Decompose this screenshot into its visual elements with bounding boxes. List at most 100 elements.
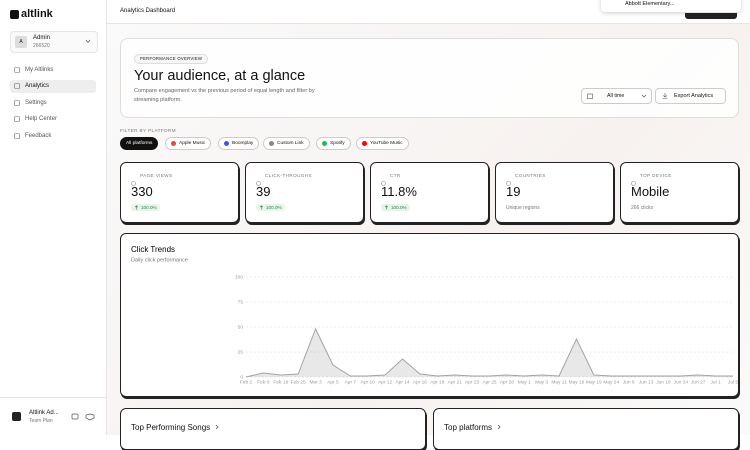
- platforms-panel[interactable]: Top platforms: [433, 408, 739, 450]
- nav-label: Feedback: [25, 132, 52, 139]
- platform-icon: [362, 141, 367, 146]
- panel-title: Top platforms: [444, 423, 502, 432]
- x-tick-label: Apr 10: [361, 379, 375, 385]
- songs-panel[interactable]: Top Performing Songs: [120, 408, 426, 450]
- chip-label: Custom Link: [277, 141, 304, 146]
- filter-chip[interactable]: Boomplay: [218, 137, 260, 150]
- filter-chip[interactable]: Spotify: [316, 137, 351, 150]
- platform-icon: [322, 141, 327, 146]
- trend-line: [245, 327, 733, 378]
- nav-item[interactable]: My Altlinks: [10, 63, 96, 76]
- overview-description: Compare engagement vs the previous perio…: [134, 88, 315, 103]
- stat-icon: [381, 173, 386, 191]
- y-tick-label: 50: [238, 324, 244, 330]
- project-name: Abbott Elementary...: [625, 1, 675, 7]
- click-trends-card: Click Trends Daily click performance 0 25…: [120, 233, 739, 397]
- divider: [0, 397, 106, 398]
- avatar: A: [15, 36, 27, 48]
- x-tick-label: Apr 18: [430, 379, 444, 385]
- stat-label: CTR: [390, 173, 401, 178]
- x-tick-label: Jul 1: [711, 379, 721, 385]
- stat-icon: [256, 173, 261, 191]
- nav-item[interactable]: Help Center: [10, 113, 96, 126]
- chip-label: Boomplay: [232, 141, 254, 146]
- chevron: [85, 39, 91, 44]
- x-tick-label: Apr 7: [345, 379, 357, 385]
- x-tick-label: Jun 6: [623, 379, 635, 385]
- x-tick-label: Apr 21: [448, 379, 462, 385]
- x-tick-label: Apr 28: [500, 379, 514, 385]
- header-button[interactable]: [685, 13, 737, 19]
- change-pill: 100.0%: [381, 204, 410, 211]
- chip-label: YouTube Music: [370, 141, 403, 146]
- stat-label: PAGE VIEWS: [140, 173, 173, 178]
- nav-label: Analytics: [25, 83, 50, 90]
- period: All time: [607, 93, 625, 99]
- account-id: 266520: [33, 43, 50, 49]
- x-tick-label: Apr 16: [413, 379, 427, 385]
- nav-item[interactable]: Feedback: [10, 129, 96, 142]
- stat-icon: [131, 173, 136, 191]
- x-tick-label: Apr 5: [327, 379, 339, 385]
- main: Analytics Dashboard Abbott Elementary...…: [107, 0, 750, 450]
- nav-label: My Altlinks: [25, 66, 54, 73]
- account-name: Admin: [33, 35, 51, 41]
- stat-label: TOP DEVICE: [640, 173, 672, 178]
- calendar-icon: [587, 93, 593, 99]
- x-tick-label: Feb 2: [240, 379, 253, 385]
- x-tick-label: Apr 23: [465, 379, 479, 385]
- filter-chip[interactable]: All platforms: [120, 137, 159, 150]
- stat-value: 330: [131, 184, 153, 199]
- project-dropdown[interactable]: Abbott Elementary...: [601, 0, 741, 12]
- up-arrow: [384, 205, 389, 210]
- filter-chip[interactable]: Custom Link: [263, 137, 310, 150]
- export-button[interactable]: Export Analytics: [655, 88, 726, 104]
- chevron: [215, 424, 219, 430]
- nav-icon: [14, 133, 20, 139]
- logo: altlink: [21, 8, 53, 20]
- x-tick-label: May 24: [603, 379, 619, 385]
- chevron: [497, 424, 501, 430]
- stat-value: 39: [256, 184, 271, 199]
- y-tick-label: 0: [240, 374, 243, 380]
- x-tick-label: May 16: [569, 379, 585, 385]
- footer-icons: [71, 413, 95, 421]
- x-tick-label: Apr 12: [378, 379, 392, 385]
- nav-label: Settings: [25, 99, 47, 106]
- y-tick-label: 25: [238, 349, 244, 355]
- x-tick-label: May 3: [535, 379, 548, 385]
- change-pill: 100.0%: [131, 204, 160, 211]
- footer-plan: Team Plan: [29, 418, 53, 424]
- nav-item[interactable]: Settings: [10, 96, 96, 109]
- filter-chip[interactable]: YouTube Music: [356, 137, 409, 150]
- badge: PERFORMANCE OVERVIEW: [134, 54, 209, 64]
- period-select[interactable]: All time: [581, 88, 652, 104]
- change-pill: 100.0%: [256, 204, 285, 211]
- x-tick-label: Mar 3: [309, 379, 322, 385]
- filter-chip[interactable]: Apple Music: [165, 137, 212, 150]
- page-title: Analytics Dashboard: [120, 8, 176, 14]
- stat-icon: [631, 173, 636, 191]
- nav-item[interactable]: Analytics: [10, 79, 96, 93]
- chip-label: Spotify: [330, 141, 345, 146]
- overview-card: PERFORMANCE OVERVIEW Your audience, at a…: [120, 38, 739, 118]
- export-label: Export Analytics: [674, 93, 714, 99]
- stat-card: CTR 11.8% 100.0%: [370, 162, 489, 223]
- download-icon: [662, 93, 668, 99]
- stat-value: Mobile: [631, 184, 670, 199]
- stat-label: COUNTRIES: [515, 173, 546, 178]
- stat-card: TOP DEVICE Mobile 266 clicks: [620, 162, 739, 223]
- platform-icon: [224, 141, 229, 146]
- chip-label: All platforms: [126, 141, 153, 146]
- stat-note: 266 clicks: [631, 205, 653, 211]
- x-tick-label: May 11: [551, 379, 567, 385]
- stat-card: CLICK-THROUGHS 39 100.0%: [245, 162, 364, 223]
- footer-name: Altlink Ad...: [29, 410, 59, 416]
- logo-icon: [10, 10, 19, 19]
- account-switcher[interactable]: A Admin 266520: [10, 31, 98, 53]
- nav-icon: [14, 116, 20, 123]
- x-tick-label: Jun 27: [691, 379, 706, 385]
- x-tick-label: Jun 24: [674, 379, 689, 385]
- chart-title: Click Trends: [131, 245, 175, 254]
- up-arrow: [134, 205, 139, 210]
